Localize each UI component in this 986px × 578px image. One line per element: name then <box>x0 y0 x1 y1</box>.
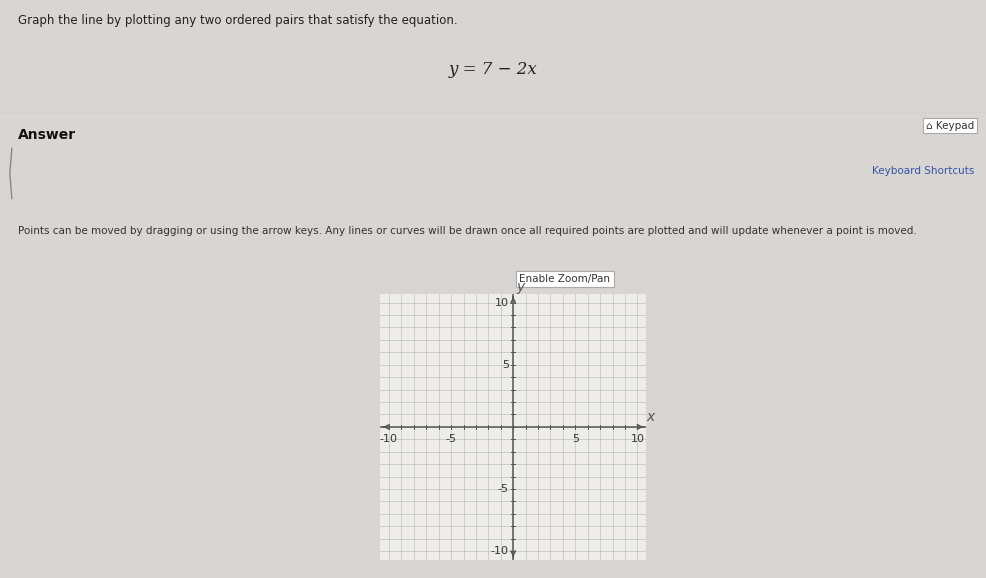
Text: -5: -5 <box>446 434 457 444</box>
Text: y = 7 − 2x: y = 7 − 2x <box>449 61 537 79</box>
Text: x: x <box>647 410 655 424</box>
Text: Points can be moved by dragging or using the arrow keys. Any lines or curves wil: Points can be moved by dragging or using… <box>18 226 917 236</box>
Text: 10: 10 <box>495 298 509 307</box>
Text: 10: 10 <box>630 434 645 444</box>
Text: y: y <box>517 280 525 294</box>
Text: -5: -5 <box>498 484 509 494</box>
Text: 5: 5 <box>572 434 579 444</box>
Text: Enable Zoom/Pan: Enable Zoom/Pan <box>520 274 610 284</box>
Text: Keyboard Shortcuts: Keyboard Shortcuts <box>872 166 974 176</box>
Text: ⌂ Keypad: ⌂ Keypad <box>926 121 974 131</box>
Text: Graph the line by plotting any two ordered pairs that satisfy the equation.: Graph the line by plotting any two order… <box>18 13 458 27</box>
Text: -10: -10 <box>491 546 509 556</box>
Text: -10: -10 <box>380 434 398 444</box>
Text: Answer: Answer <box>18 128 76 142</box>
Text: 5: 5 <box>502 360 509 370</box>
